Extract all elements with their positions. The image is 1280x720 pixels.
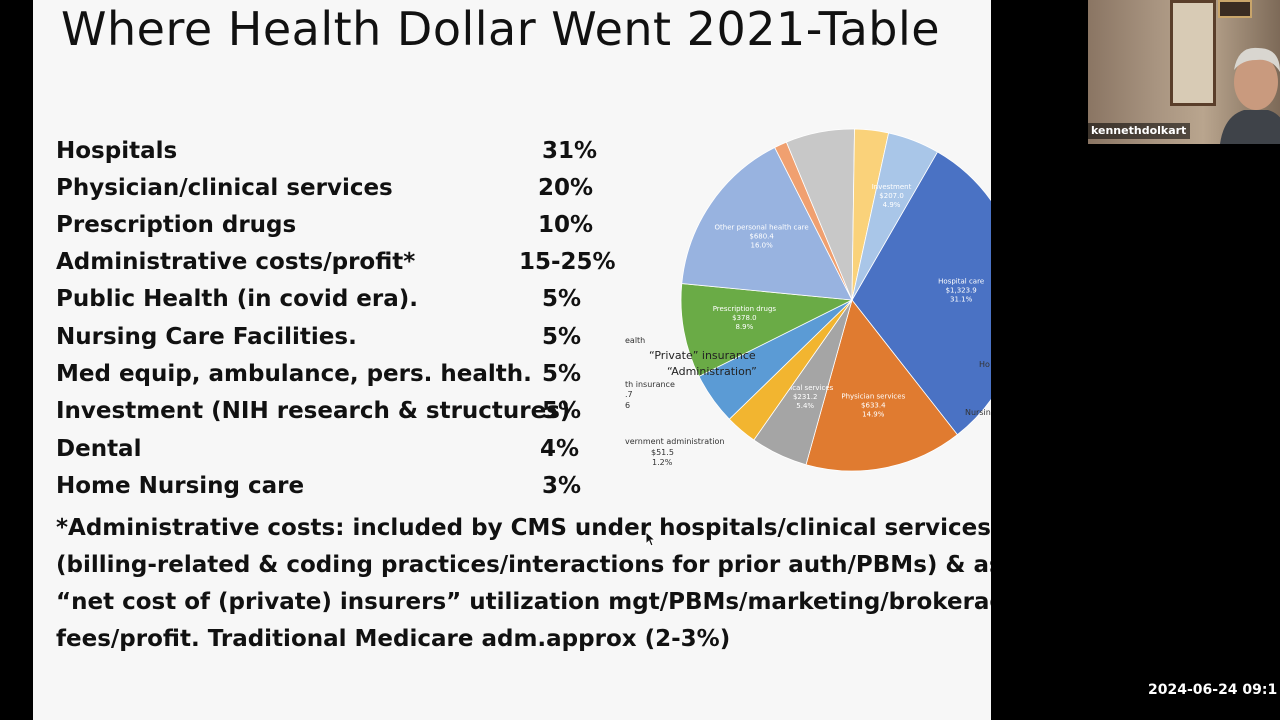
participant-figure — [1220, 47, 1280, 144]
pie-fragment-label: ealth — [625, 336, 646, 345]
footnote: *Administrative costs: included by CMS u… — [56, 510, 991, 658]
pie-slice-amount: $1,323.9 — [946, 286, 977, 294]
pie-fragment-label: Nursing — [965, 408, 991, 417]
row-label: Physician/clinical services — [56, 175, 393, 201]
row-label: Dental — [56, 436, 142, 462]
row-label: Nursing Care Facilities. — [56, 324, 357, 350]
row-value: 5% — [542, 324, 582, 350]
pie-fragment-label: Ho — [979, 360, 990, 369]
pie-chart: Hospital care $1,323.9 31.1% Physician serv… — [623, 128, 991, 473]
row-label: Med equip, ambulance, pers. health. — [56, 361, 532, 387]
row-value: 5% — [542, 398, 582, 424]
pie-slice-amount: $207.0 — [879, 192, 904, 200]
pie-fragment-label: th insurance — [625, 380, 675, 389]
row-value: 15-25% — [519, 249, 616, 275]
pie-slice-label: Hospital care — [938, 277, 984, 285]
pie-slice — [851, 151, 991, 436]
pie-slice — [805, 299, 958, 472]
row-label: Prescription drugs — [56, 212, 297, 238]
pie-slice — [681, 146, 853, 301]
footnote-line: *Administrative costs: included by CMS u… — [56, 515, 991, 541]
pie-slice-percent: 16.0% — [750, 241, 773, 249]
pie-slice-percent: 5.4% — [796, 402, 814, 410]
participant-name: kennethdolkart — [1088, 123, 1191, 139]
recording-timestamp: 2024-06-24 09:1 — [1148, 682, 1278, 698]
row-value: 10% — [538, 212, 594, 238]
pie-slice-label: Clinical services — [777, 384, 834, 392]
footnote-line: (billing-related & coding practices/inte… — [56, 552, 991, 578]
pie-fragment-label: .7 — [625, 390, 633, 399]
pie-slice-label: Prescription drugs — [713, 305, 777, 313]
row-value: 4% — [540, 436, 580, 462]
pie-fragment-label: 1.2% — [652, 458, 673, 467]
wall-frame — [1170, 0, 1216, 106]
slide-title: Where Health Dollar Went 2021-Table — [61, 2, 941, 56]
pie-overlay-administration: “Administration” — [667, 365, 757, 378]
webcam-video[interactable] — [1088, 0, 1280, 144]
pie-slice — [680, 283, 854, 377]
pie-slice-percent: 8.9% — [735, 323, 753, 331]
row-label: Administrative costs/profit* — [56, 249, 416, 275]
pie-fragment-label: 6 — [625, 401, 631, 410]
pie-fragment-label: vernment administration — [625, 437, 725, 446]
pie-slice-amount: $680.4 — [749, 232, 774, 240]
footnote-line: fees/profit. Traditional Medicare adm.ap… — [56, 626, 731, 652]
pie-slice-label: Other personal health care — [715, 223, 809, 231]
pie-chart-svg: Hospital care$1,323.931.1% Physician serv… — [680, 128, 991, 472]
pie-slice-label: Investment — [872, 183, 912, 191]
row-value: 3% — [542, 473, 582, 499]
pie-slice-amount: $633.4 — [861, 401, 886, 409]
row-label: Investment (NIH research & structures) — [56, 398, 571, 424]
row-label: Hospitals — [56, 138, 178, 164]
pie-slice-percent: 4.9% — [883, 201, 901, 209]
row-value: 31% — [542, 138, 598, 164]
row-value: 20% — [538, 175, 594, 201]
slide: Where Health Dollar Went 2021-Table Hosp… — [33, 0, 991, 720]
pie-slice-label: Physician services — [841, 392, 905, 400]
pie-slice-amount: $378.0 — [732, 314, 757, 322]
pie-slice — [851, 132, 939, 301]
pie-slice-amount: $231.2 — [793, 393, 818, 401]
pie-slice-percent: 14.9% — [862, 410, 885, 418]
pie-slice-percent: 31.1% — [950, 295, 973, 303]
pie-fragment-label: $51.5 — [651, 448, 674, 457]
pie-overlay-insurance: “Private” insurance — [649, 349, 756, 362]
mouse-cursor-icon — [645, 531, 657, 547]
row-label: Home Nursing care — [56, 473, 305, 499]
footnote-line: “net cost of (private) insurers” utiliza… — [56, 589, 991, 615]
wall-frame — [1218, 0, 1252, 18]
row-value: 5% — [542, 361, 582, 387]
row-value: 5% — [542, 286, 582, 312]
row-label: Public Health (in covid era). — [56, 286, 419, 312]
